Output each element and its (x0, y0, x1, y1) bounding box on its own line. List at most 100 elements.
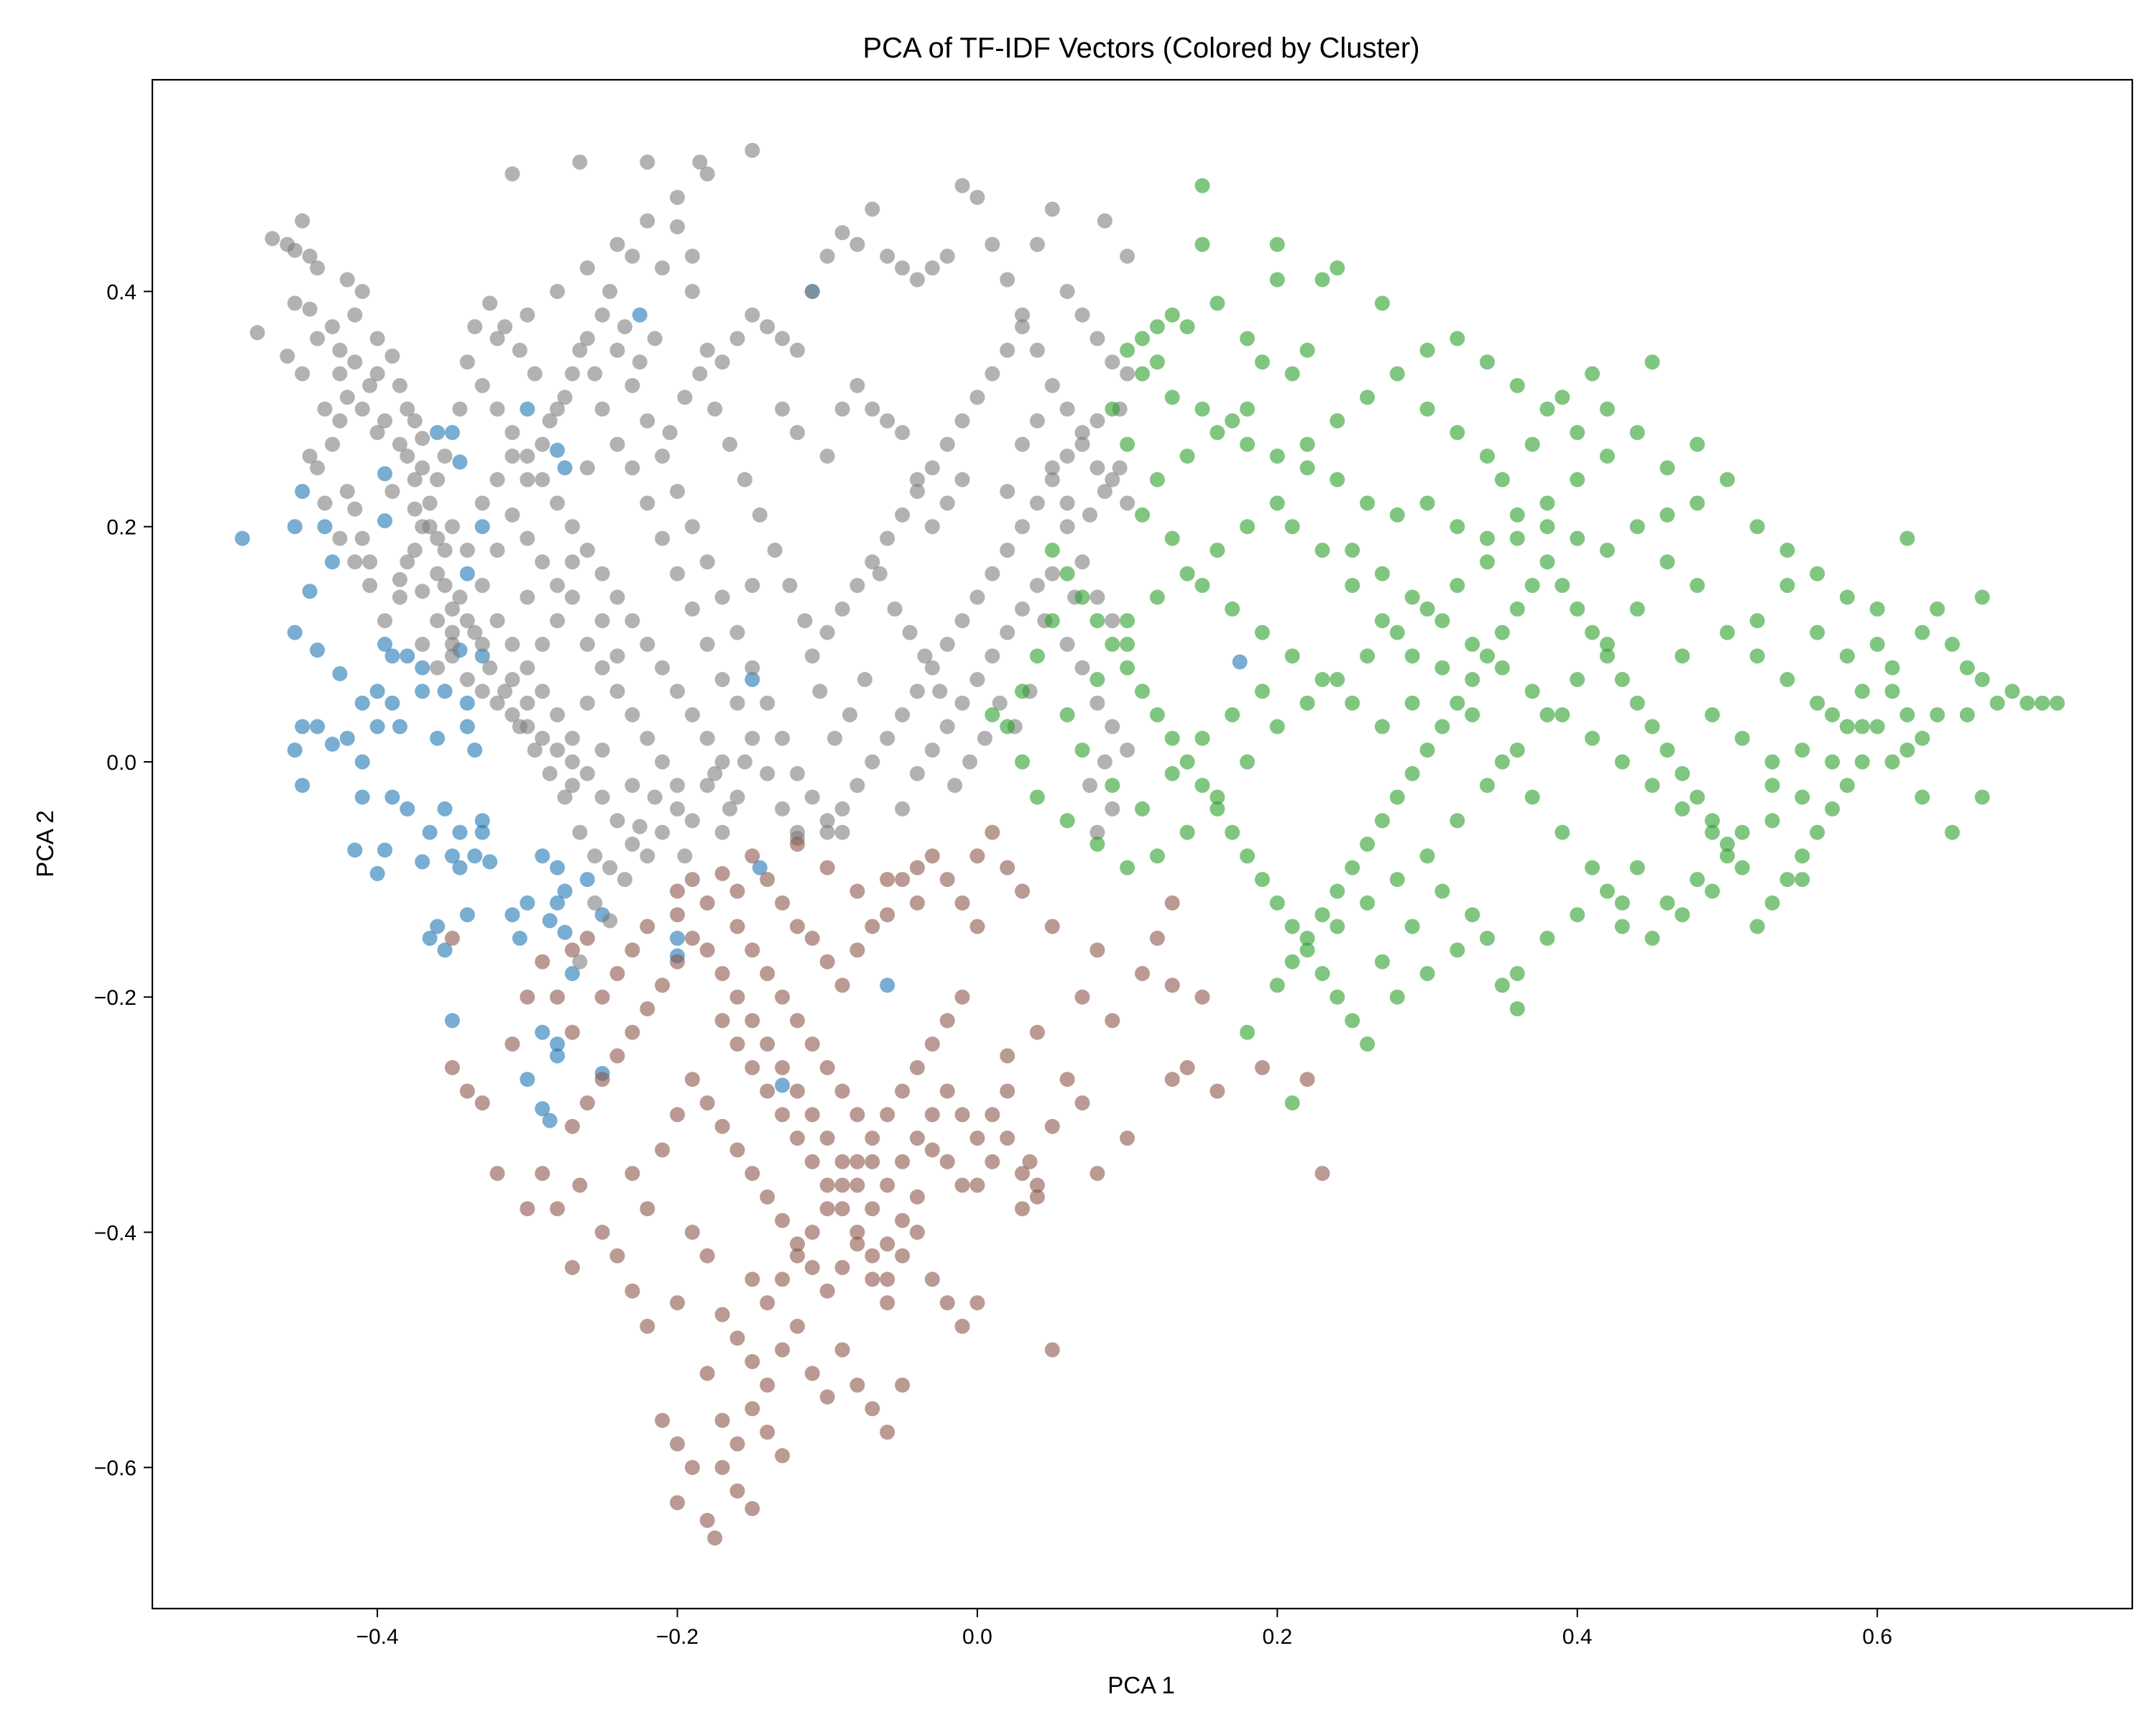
scatter-point-cluster-1 (602, 913, 618, 929)
scatter-point-cluster-1 (670, 484, 685, 500)
scatter-point-cluster-1 (1097, 754, 1112, 770)
scatter-point-cluster-3 (1839, 778, 1855, 794)
scatter-point-cluster-3 (1450, 331, 1465, 346)
scatter-point-cluster-3 (1194, 236, 1210, 252)
scatter-point-cluster-1 (505, 507, 520, 523)
scatter-point-cluster-3 (1269, 272, 1285, 288)
scatter-point-cluster-1 (354, 284, 370, 299)
scatter-point-cluster-3 (1839, 589, 1855, 605)
scatter-point-cluster-3 (1434, 883, 1450, 899)
scatter-point-cluster-3 (1690, 495, 1705, 511)
scatter-point-cluster-2 (444, 1059, 460, 1075)
scatter-point-cluster-3 (1869, 601, 1885, 617)
scatter-point-cluster-0 (400, 648, 415, 664)
scatter-point-cluster-2 (969, 1295, 985, 1311)
scatter-point-cluster-2 (819, 860, 835, 875)
scatter-point-cluster-3 (1240, 1024, 1256, 1040)
scatter-point-cluster-1 (1000, 543, 1015, 558)
scatter-point-cluster-1 (699, 166, 715, 182)
scatter-point-cluster-3 (1149, 707, 1165, 722)
scatter-point-cluster-1 (640, 155, 655, 170)
scatter-point-cluster-1 (895, 260, 911, 276)
scatter-point-cluster-1 (392, 436, 407, 452)
scatter-point-cluster-2 (1015, 1201, 1030, 1217)
scatter-point-cluster-3 (1480, 554, 1495, 570)
scatter-point-cluster-1 (640, 495, 655, 511)
scatter-point-cluster-1 (1120, 742, 1135, 758)
x-axis-ticks: −0.4 −0.2 0.0 0.2 0.4 0.6 (356, 1609, 1892, 1649)
scatter-point-cluster-1 (640, 848, 655, 864)
scatter-point-cluster-3 (1269, 236, 1285, 252)
scatter-point-cluster-0 (339, 730, 355, 746)
scatter-point-cluster-2 (954, 1318, 970, 1334)
scatter-point-cluster-3 (1494, 978, 1510, 993)
scatter-point-cluster-2 (1000, 1083, 1015, 1099)
scatter-point-cluster-3 (1210, 295, 1225, 311)
scatter-point-cluster-3 (1210, 543, 1225, 558)
scatter-point-cluster-1 (602, 284, 618, 299)
scatter-point-cluster-2 (909, 1224, 925, 1240)
scatter-point-cluster-1 (684, 284, 700, 299)
scatter-point-cluster-1 (745, 142, 760, 158)
scatter-point-cluster-1 (677, 848, 693, 864)
scatter-point-cluster-1 (775, 401, 791, 417)
scatter-point-cluster-1 (430, 472, 446, 487)
scatter-point-cluster-1 (714, 671, 730, 687)
scatter-point-cluster-0 (384, 695, 400, 711)
scatter-point-cluster-3 (1795, 742, 1810, 758)
scatter-point-cluster-2 (670, 1495, 685, 1511)
scatter-point-cluster-1 (729, 331, 745, 346)
scatter-point-cluster-1 (377, 613, 392, 629)
scatter-point-cluster-1 (1015, 436, 1030, 452)
scatter-point-cluster-2 (895, 1377, 911, 1393)
scatter-point-cluster-1 (1000, 342, 1015, 358)
scatter-point-cluster-1 (415, 584, 430, 599)
scatter-point-cluster-3 (1240, 331, 1256, 346)
scatter-point-cluster-2 (909, 1131, 925, 1146)
scatter-point-cluster-1 (550, 495, 565, 511)
scatter-point-cluster-2 (865, 1154, 880, 1169)
scatter-point-cluster-1 (969, 589, 985, 605)
scatter-point-cluster-3 (1164, 307, 1180, 323)
scatter-point-cluster-3 (1149, 354, 1165, 370)
scatter-point-cluster-3 (1284, 954, 1300, 970)
scatter-point-cluster-2 (760, 966, 775, 981)
scatter-point-cluster-3 (1764, 813, 1780, 829)
scatter-point-cluster-3 (1314, 966, 1330, 981)
scatter-point-cluster-1 (1044, 460, 1060, 476)
scatter-point-cluster-1 (474, 495, 490, 511)
scatter-point-cluster-2 (594, 989, 610, 1005)
scatter-point-cluster-1 (1089, 695, 1105, 711)
scatter-point-cluster-0 (400, 801, 415, 816)
scatter-point-cluster-3 (1210, 425, 1225, 441)
scatter-point-cluster-2 (760, 1295, 775, 1311)
scatter-point-cluster-3 (1240, 436, 1256, 452)
scatter-point-cluster-1 (459, 671, 475, 687)
scatter-point-cluster-1 (849, 377, 865, 393)
scatter-point-cluster-0 (467, 848, 483, 864)
scatter-point-cluster-2 (849, 1236, 865, 1252)
scatter-point-cluster-2 (1044, 1342, 1060, 1358)
scatter-point-cluster-0 (437, 942, 453, 958)
scatter-point-cluster-3 (1690, 872, 1705, 888)
scatter-point-cluster-1 (400, 554, 415, 570)
scatter-point-cluster-3 (1674, 907, 1690, 923)
scatter-point-cluster-1 (745, 730, 760, 746)
scatter-point-cluster-2 (714, 1118, 730, 1134)
scatter-point-cluster-2 (572, 1177, 588, 1193)
scatter-point-cluster-3 (1480, 530, 1495, 546)
scatter-point-cluster-2 (969, 848, 985, 864)
scatter-point-cluster-3 (1089, 613, 1105, 629)
scatter-point-cluster-2 (985, 1107, 1000, 1123)
scatter-point-cluster-2 (790, 837, 805, 852)
scatter-point-cluster-2 (1135, 966, 1150, 981)
scatter-point-cluster-2 (849, 1177, 865, 1193)
scatter-point-cluster-3 (1810, 695, 1825, 711)
scatter-point-cluster-3 (1539, 554, 1555, 570)
scatter-point-cluster-3 (1585, 860, 1600, 875)
scatter-point-cluster-2 (1089, 942, 1105, 958)
scatter-point-cluster-1 (1105, 613, 1120, 629)
scatter-point-cluster-1 (849, 236, 865, 252)
scatter-point-cluster-0 (415, 660, 430, 676)
scatter-point-cluster-3 (1749, 648, 1765, 664)
